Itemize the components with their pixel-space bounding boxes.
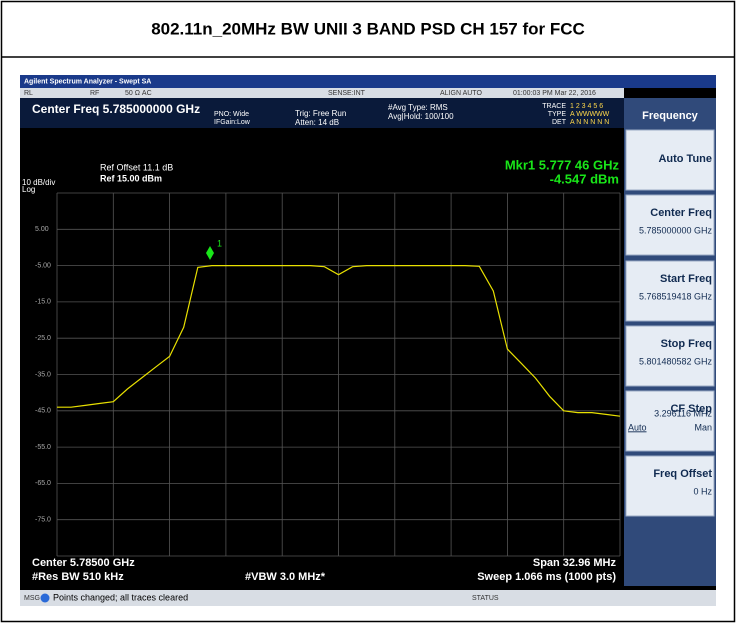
marker-amp: -4.547 dBm (550, 171, 619, 186)
sweep: Sweep 1.066 ms (1000 pts) (477, 571, 616, 583)
marker-number: 1 (217, 238, 222, 248)
center-freq-banner: Center Freq 5.785000000 GHz (32, 102, 200, 116)
plot: 5.00 -5.00 -15.0 -25.0 -35.0 -45.0 -55.0 -65.0 -… (35, 192, 621, 557)
menu-button-label: Freq Offset (653, 468, 712, 480)
trace-info-label: DET (552, 119, 567, 126)
scale: 10 dB/div (22, 178, 55, 187)
marker-diamond (206, 246, 214, 260)
menu-button[interactable] (625, 194, 715, 256)
menu-buttons: Auto Tune Center Freq 5.785000000 GHz Start… (625, 129, 715, 517)
y-label: -65.0 (35, 480, 51, 487)
menu-button-label: Auto Tune (658, 153, 712, 165)
y-label: -25.0 (35, 335, 51, 342)
trace (57, 265, 621, 417)
ref-level: Ref 15.00 dBm (100, 173, 162, 183)
scale-type: Log (22, 185, 35, 194)
menu-button[interactable] (625, 390, 715, 452)
y-label: -5.00 (35, 262, 51, 269)
msg-label: MSG (24, 595, 40, 602)
menu-button-label: Center Freq (650, 207, 712, 219)
menu-button-value: 0 Hz (693, 486, 712, 496)
avg-hold: Avg|Hold: 100/100 (388, 112, 454, 121)
status-item: SENSE:INT (328, 90, 366, 97)
center: Center 5.78500 GHz (32, 557, 135, 569)
menu-button-label: CF Step (670, 403, 712, 415)
vbw: #VBW 3.0 MHz* (245, 571, 326, 583)
menu-button[interactable] (625, 260, 715, 322)
report-title: 802.11n_20MHz BW UNII 3 BAND PSD CH 157 … (151, 19, 585, 38)
menu-option: Auto (628, 422, 647, 432)
res-bw: #Res BW 510 kHz (32, 571, 124, 583)
trace-info-label: TRACE (542, 103, 566, 110)
status-items: RL RF 50 Ω AC SENSE:INT ALIGN AUTO 01:00:03 P… (24, 90, 596, 97)
marker-freq: Mkr1 5.777 46 GHz (505, 157, 620, 172)
window-titlebar (20, 75, 716, 88)
info-area (20, 98, 624, 128)
info-icon (40, 593, 50, 603)
trace-info-flags: 1 2 3 4 5 6 (570, 103, 603, 110)
menu-title: Frequency (642, 110, 699, 122)
message-bar (20, 590, 716, 606)
status-label: STATUS (472, 595, 499, 602)
status-item: RL (24, 90, 33, 97)
status-item: ALIGN AUTO (440, 90, 482, 97)
ref-offset: Ref Offset 11.1 dB (100, 162, 173, 172)
y-label: -45.0 (35, 408, 51, 415)
atten: Atten: 14 dB (295, 118, 339, 127)
y-label: -35.0 (35, 371, 51, 378)
trace-info-flags: A WWWWW (570, 111, 610, 118)
window-title: Agilent Spectrum Analyzer - Swept SA (24, 78, 151, 85)
status-bar (20, 88, 624, 98)
trace-info-label: TYPE (548, 111, 567, 118)
menu-button-label: Start Freq (660, 273, 712, 285)
menu-button-value: 5.785000000 GHz (639, 225, 713, 235)
span: Span 32.96 MHz (533, 557, 617, 569)
y-label: -55.0 (35, 444, 51, 451)
pno: PNO: Wide (214, 111, 249, 118)
y-label: -75.0 (35, 517, 51, 524)
avg-type: #Avg Type: RMS (388, 103, 448, 112)
ifgain: IFGain:Low (214, 119, 251, 126)
status-item: RF (90, 90, 99, 97)
menu-button-value: 5.801480582 GHz (639, 356, 713, 366)
menu-button-label: Stop Freq (661, 338, 712, 350)
menu-button-value: 3.296116 MHz (654, 408, 712, 418)
menu-button-value: 5.768519418 GHz (639, 291, 713, 301)
status-item: 01:00:03 PM Mar 22, 2016 (513, 90, 596, 97)
menu-option: Man (694, 422, 712, 432)
trig: Trig: Free Run (295, 109, 346, 118)
message: Points changed; all traces cleared (53, 592, 188, 602)
menu-button[interactable] (625, 129, 715, 191)
screen: Agilent Spectrum Analyzer - Swept SA RL R… (20, 75, 716, 606)
trace-info-flags: A N N N N N (570, 119, 609, 126)
menu-button[interactable] (625, 455, 715, 517)
menu-button[interactable] (625, 325, 715, 387)
status-item: 50 Ω AC (125, 90, 152, 97)
plot-bg (20, 128, 624, 586)
y-label: 5.00 (35, 226, 49, 233)
y-label: -15.0 (35, 299, 51, 306)
